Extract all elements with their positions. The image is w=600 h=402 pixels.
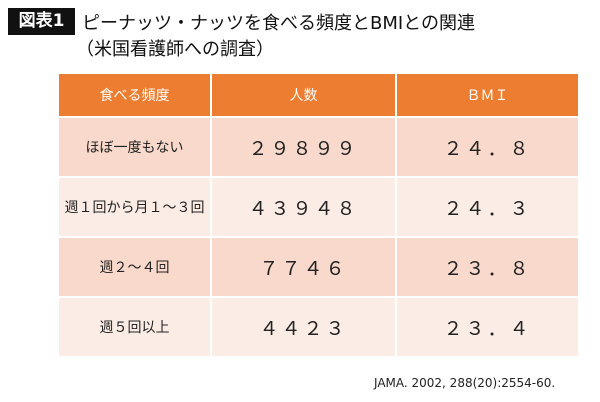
table-cell: 週１回から月１～３回 (57, 176, 212, 238)
table-row: ほぼ一度もない ２９８９９ ２４．８ (57, 116, 580, 178)
table-cell: ４３９４８ (210, 176, 397, 238)
table-cell: ２３．４ (395, 296, 580, 358)
subtitle: （米国看護師への調査） (76, 39, 274, 60)
column-header: 食べる頻度 (57, 72, 212, 118)
table-cell: 週５回以上 (57, 296, 212, 358)
table-body: ほぼ一度もない ２９８９９ ２４．８ 週１回から月１～３回 ４３９４８ ２４．３ 週２～４回… (57, 116, 580, 358)
table-cell: ４４２３ (210, 296, 397, 358)
figure-label: 図表1 (8, 8, 75, 35)
title: ピーナッツ・ナッツを食べる頻度とBMIとの関連 (82, 13, 476, 34)
table-row: 週２～４回 ７７４６ ２３．８ (57, 236, 580, 298)
data-table: 食べる頻度 人数 ＢＭＩ ほぼ一度もない ２９８９９ ２４．８ 週１回から月１～３回 ４３９… (57, 72, 580, 358)
table-cell: ２４．８ (395, 116, 580, 178)
table-cell: ２３．８ (395, 236, 580, 298)
column-header: 人数 (210, 72, 397, 118)
header-row: 食べる頻度 人数 ＢＭＩ (57, 72, 580, 118)
table-cell: ほぼ一度もない (57, 116, 212, 178)
table-row: 週１回から月１～３回 ４３９４８ ２４．３ (57, 176, 580, 238)
table-cell: 週２～４回 (57, 236, 212, 298)
source: JAMA. 2002, 288(20):2554-60. (374, 376, 556, 390)
column-header: ＢＭＩ (395, 72, 580, 118)
table-row: 週５回以上 ４４２３ ２３．４ (57, 296, 580, 358)
table-cell: ２９８９９ (210, 116, 397, 178)
table-cell: ２４．３ (395, 176, 580, 238)
table-cell: ７７４６ (210, 236, 397, 298)
